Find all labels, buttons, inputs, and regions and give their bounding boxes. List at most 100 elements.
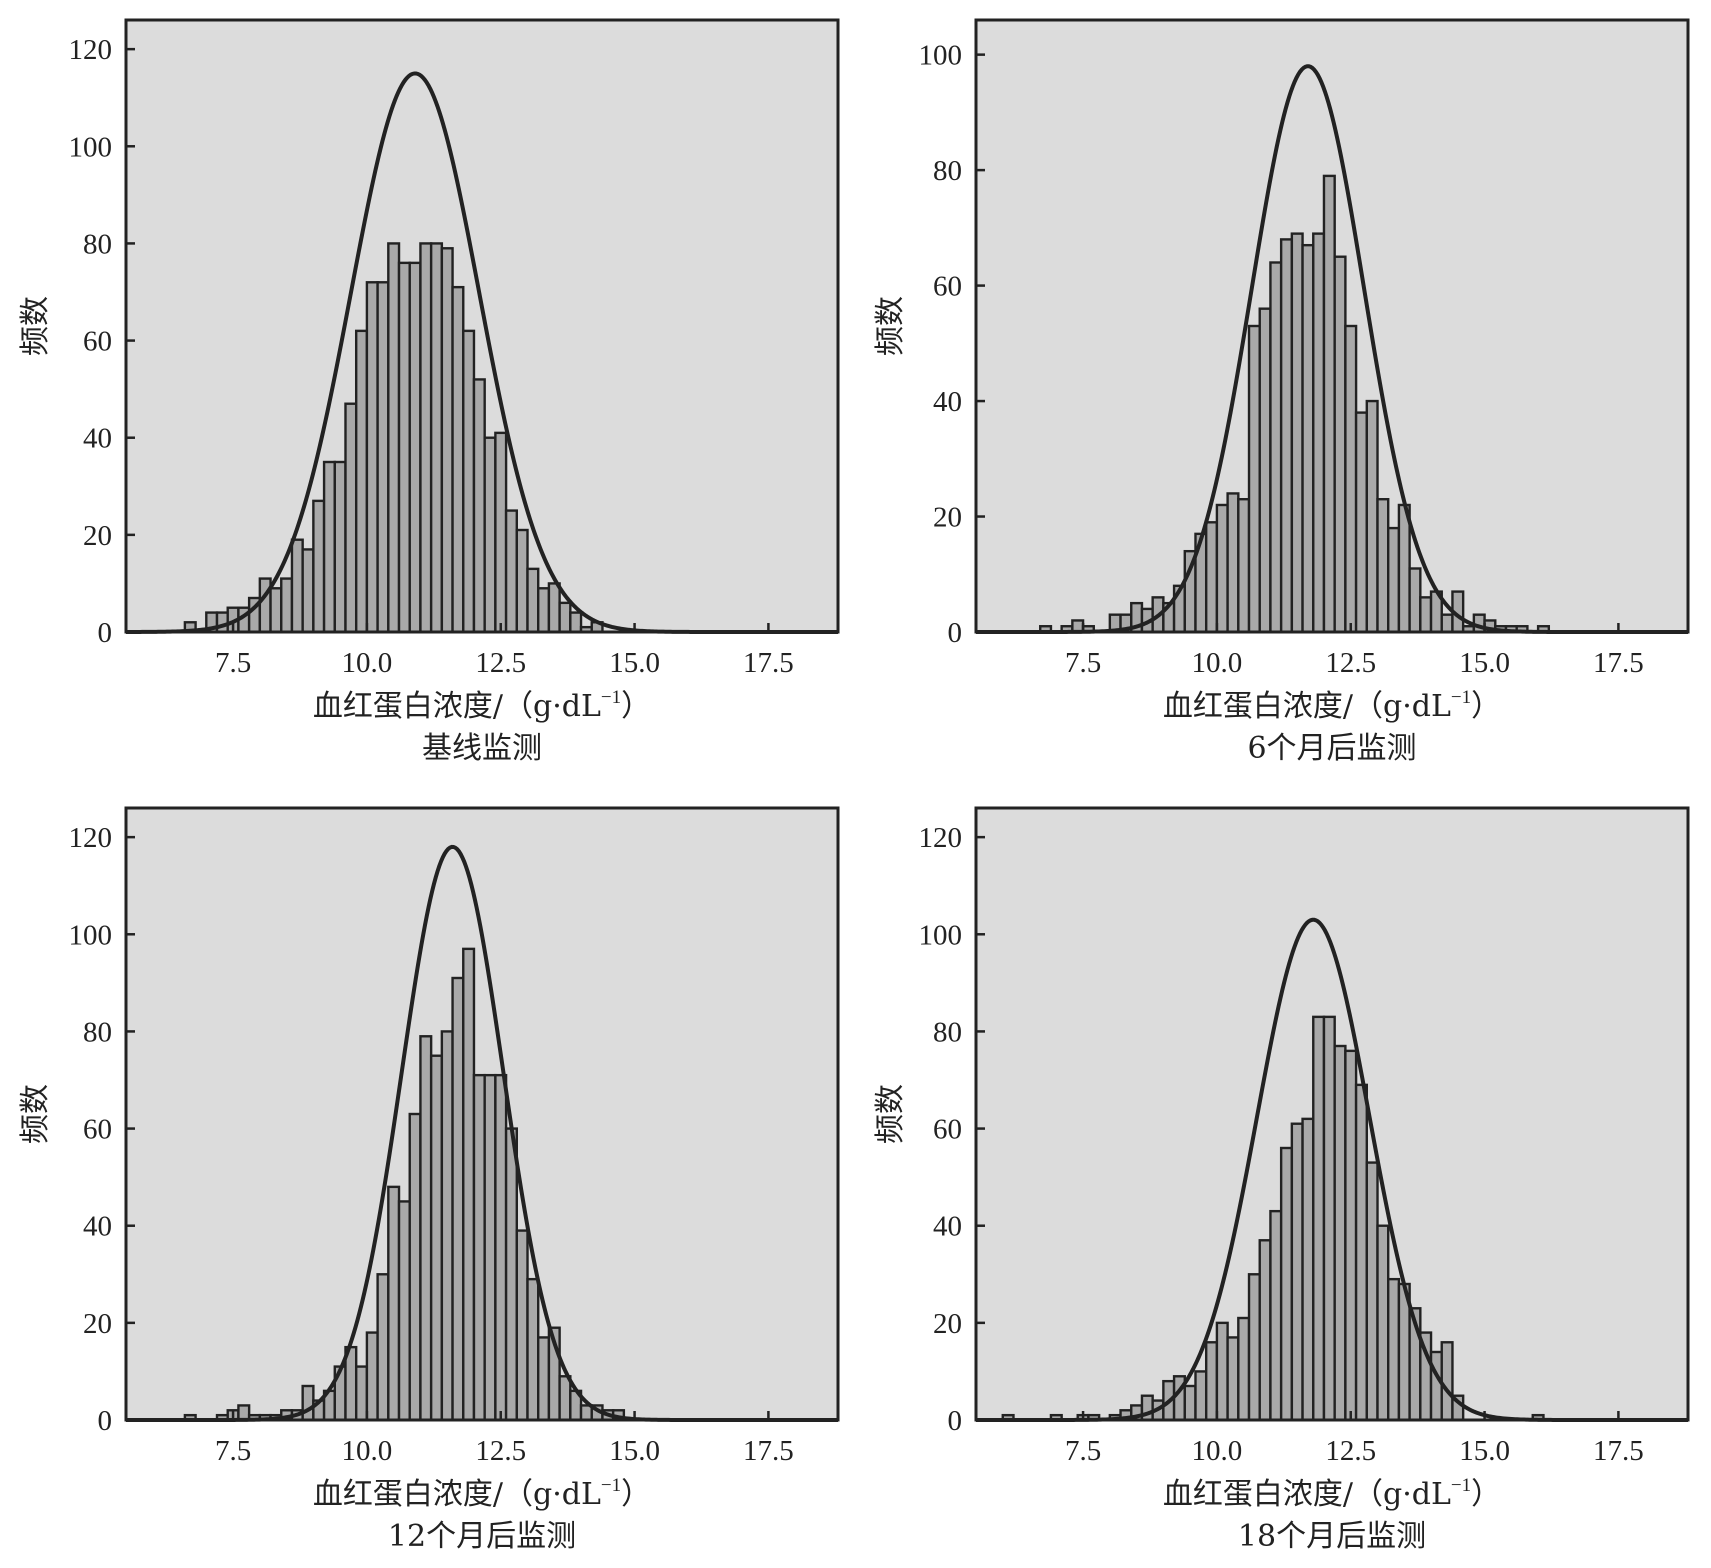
histogram-bar [515,528,529,634]
histogram-bar [1226,492,1240,634]
y-tick-label: 20 [933,1308,962,1340]
histogram-bar [504,1127,518,1422]
histogram-bar [494,431,508,634]
histogram-bar [1344,324,1358,634]
y-tick-label: 0 [948,1405,963,1437]
y-tick-label: 0 [948,617,963,649]
histogram-bar [1387,1277,1401,1422]
y-tick-label: 20 [83,1308,112,1340]
histogram-bar [419,242,433,634]
histogram-bar [1429,1350,1443,1422]
histogram-bar [312,499,326,634]
x-tick-label: 10.0 [1192,1435,1243,1467]
histogram-bar [515,1229,529,1422]
histogram-bar [1279,238,1294,634]
y-tick-label: 100 [69,919,113,951]
histogram-bar [1247,1273,1261,1422]
histogram-bar [1204,1341,1219,1422]
histogram-bar [569,611,583,634]
chart-baseline: 7.5 10.0 12.5 15.0 17.5 0 20 40 60 80 100 120 频数 血红蛋白… [0,0,855,784]
x-tick-label: 17.5 [743,647,794,679]
histogram-bar [408,261,422,634]
x-axis-title: 血红蛋白浓度/（g·dL−1） [313,1475,651,1512]
histogram-bar [537,1336,551,1422]
plot-frame [974,806,1690,1422]
y-tick-label: 60 [83,326,112,358]
chart-12-months: 7.5 10.0 12.5 15.0 17.5 0 20 40 60 80 100 120 频数 血红蛋白… [0,784,855,1568]
histogram-bar [526,1277,540,1422]
histogram-bar [237,1404,251,1422]
x-tick-label: 17.5 [1593,647,1644,679]
histogram-bar [354,329,369,634]
histogram-bar [1279,1146,1294,1422]
histogram-bar [1301,1117,1315,1422]
histogram-bar [365,281,379,634]
x-tick-label: 17.5 [743,1435,794,1467]
histogram-bar [440,247,454,634]
x-tick-label: 10.0 [342,647,393,679]
histogram-bar [494,1073,508,1422]
y-tick-label: 0 [98,617,113,649]
histogram-bar [1376,1224,1390,1422]
histogram-bar [376,1273,390,1422]
histogram-bar [1194,1370,1208,1422]
y-tick-label: 40 [933,386,962,418]
panel-caption: 基线监测 [422,731,542,766]
histogram-bar [1419,596,1433,634]
x-tick-label: 12.5 [1325,647,1376,679]
y-tick-label: 40 [83,1211,112,1243]
y-tick-label: 20 [933,502,962,534]
histogram-bar [483,436,497,634]
histogram-bar [344,402,358,634]
histogram-bar [215,611,229,634]
panel-caption: 12个月后监测 [388,1519,576,1554]
histogram-bar [1269,261,1283,634]
histogram-bar [526,567,540,634]
x-axis-title: 血红蛋白浓度/（g·dL−1） [1163,687,1501,724]
y-tick-label: 100 [69,131,113,163]
y-tick-label: 80 [933,1016,962,1048]
histogram-bar [1354,411,1368,634]
histogram-bar [1226,1336,1240,1422]
histogram-bar [1322,1015,1336,1422]
histogram-bar [1365,1161,1379,1422]
histogram-bar [1333,255,1347,634]
histogram-bar [1237,1316,1251,1422]
histogram-bar [1290,232,1304,634]
y-tick-label: 20 [83,520,112,552]
histogram-bar [408,1112,422,1422]
histogram-bar [397,1200,411,1422]
histogram-bar [1397,503,1411,634]
histogram-bar [333,460,347,634]
y-axis-title: 频数 [873,1084,908,1144]
y-tick-label: 100 [919,40,963,72]
y-axis-title: 频数 [873,296,908,356]
histogram-bar [1408,567,1422,634]
histogram-bar [547,582,561,634]
histogram-bar [1258,1239,1272,1422]
histogram-6-months: 7.5 10.0 12.5 15.0 17.5 0 20 40 60 80 100 频数血红蛋白浓度/… [873,18,1690,766]
x-tick-label: 12.5 [475,1435,526,1467]
y-tick-label: 40 [83,423,112,455]
panel-caption: 18个月后监测 [1238,1519,1426,1554]
histogram-bar [472,378,486,634]
histogram-bar [429,1054,444,1422]
histogram-bar [322,460,336,634]
histogram-bar [376,281,390,634]
x-tick-label: 12.5 [1325,1435,1376,1467]
histogram-bar [1237,498,1251,634]
x-tick-label: 10.0 [342,1435,393,1467]
histogram-bar [301,548,315,634]
y-axis-title: 频数 [18,296,53,356]
panel-caption: 6个月后监测 [1247,731,1416,766]
x-tick-label: 7.5 [215,647,251,679]
histogram-bar [483,1073,497,1422]
histogram-bar [1322,174,1336,634]
histogram-bar [1344,1049,1358,1422]
y-tick-label: 60 [933,1114,962,1146]
histogram-bar [537,587,551,634]
histogram-bar [462,329,476,634]
histogram-bar [1269,1209,1283,1422]
histogram-bar [1204,521,1219,634]
histogram-bar [1247,324,1261,634]
